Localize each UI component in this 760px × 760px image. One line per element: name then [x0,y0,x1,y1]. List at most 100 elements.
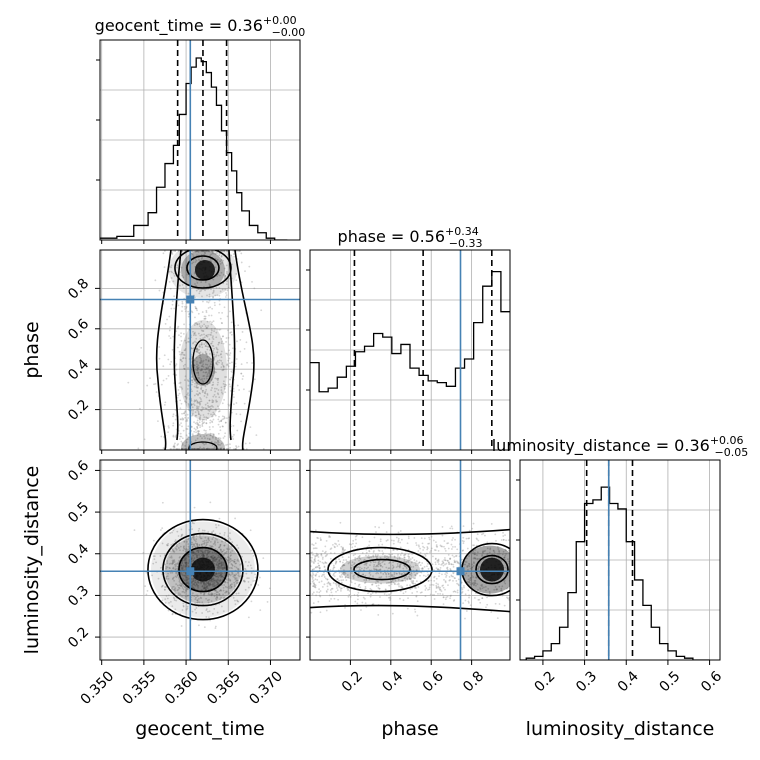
sample-point [194,579,197,582]
ylabel-phase: phase [21,321,43,378]
sample-point [236,579,239,582]
sample-point [224,585,227,588]
sample-point [454,555,457,558]
sample-point [206,556,208,559]
sample-point [176,573,179,576]
sample-point [433,576,435,579]
sample-point [185,608,188,611]
sample-point [472,550,475,553]
sample-point [163,250,166,252]
sample-point [354,553,357,556]
sample-point [225,590,227,593]
sample-point [191,522,194,524]
sample-point [195,393,198,395]
sample-point [222,364,225,367]
sample-point [321,558,324,560]
sample-point [342,546,344,549]
sample-point [325,591,328,593]
sample-point [441,526,444,528]
sample-point [133,529,136,532]
sample-point [317,559,320,562]
sample-point [217,572,220,575]
sample-point [405,561,408,564]
sample-point [436,545,439,548]
sample-point [390,583,393,585]
sample-point [377,563,380,565]
sample-point [410,577,413,580]
sample-point [317,553,320,556]
sample-point [243,580,246,583]
sample-point [222,342,225,345]
sample-point [358,555,361,558]
sample-point [223,553,226,555]
sample-point [227,535,230,538]
sample-point [505,549,507,552]
sample-point [220,353,222,355]
sample-point [216,572,218,575]
sample-point [312,547,315,550]
sample-point [190,358,193,360]
sample-point [209,544,211,547]
sample-point [396,572,398,575]
sample-point [208,426,211,428]
sample-point [173,444,176,447]
sample-point [201,422,204,425]
sample-point [248,390,251,393]
sample-point [211,415,213,418]
sample-point [332,566,335,569]
sample-point [375,565,377,568]
sample-point [369,564,371,567]
density-blob [190,557,215,582]
sample-point [170,270,173,273]
sample-point [215,346,218,349]
sample-point [481,597,484,600]
sample-point [471,563,473,566]
sample-point [214,371,217,374]
sample-point [206,327,209,329]
sample-point [241,378,244,380]
sample-point [217,407,220,410]
sample-point [477,539,480,542]
sample-point [201,250,204,252]
sample-point [474,579,477,582]
sample-point [240,372,243,375]
sample-point [229,557,232,560]
sample-point [411,556,414,559]
sample-point [204,345,207,347]
sample-point [492,550,495,552]
sample-point [347,588,350,591]
sample-point [474,582,477,585]
sample-point [495,588,498,591]
sample-point [192,409,194,412]
sample-point [213,413,216,416]
sample-point [174,540,176,543]
sample-point [207,366,210,369]
sample-point [243,347,246,350]
sample-point [228,349,231,352]
sample-point [245,341,248,344]
sample-point [224,383,226,386]
sample-point [199,414,202,417]
sample-point [209,349,211,352]
contour-line [162,532,244,607]
sample-point [379,576,382,579]
sample-point [210,360,213,363]
sample-point [317,562,320,565]
sample-point [217,440,219,443]
sample-point [433,575,436,578]
sample-point [230,583,233,586]
sample-point [226,289,229,292]
sample-point [195,250,198,252]
sample-point [479,601,482,604]
sample-point [314,578,317,581]
sample-point [251,362,254,364]
sample-point [320,553,323,556]
sample-point [200,409,202,411]
sample-point [382,522,385,524]
sample-point [481,587,484,590]
sample-point [460,592,463,594]
sample-point [373,564,376,566]
sample-point [213,394,216,396]
sample-point [207,417,210,420]
sample-point [212,577,215,580]
